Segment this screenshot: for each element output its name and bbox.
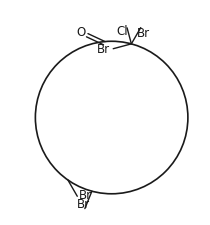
Text: Br: Br bbox=[97, 43, 110, 56]
Text: O: O bbox=[77, 26, 86, 39]
Text: Cl: Cl bbox=[116, 25, 128, 37]
Text: Br: Br bbox=[77, 197, 90, 210]
Text: Br: Br bbox=[79, 188, 92, 201]
Text: Br: Br bbox=[137, 27, 150, 40]
